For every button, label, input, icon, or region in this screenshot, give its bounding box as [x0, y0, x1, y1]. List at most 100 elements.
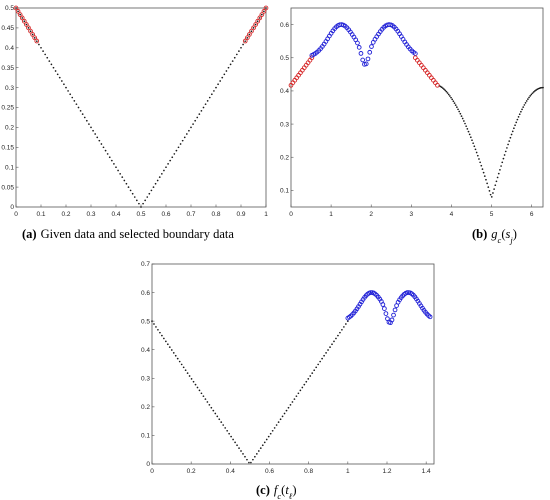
panel-c-data-point	[293, 398, 296, 400]
panel-c-data-point	[331, 343, 333, 346]
panel-a-data-point	[79, 109, 82, 112]
panel-a-data-point	[38, 43, 40, 46]
panel-a-data-point	[21, 17, 24, 19]
panel-a-marker-point	[17, 12, 23, 17]
panel-a-ytick-label: 0.5	[5, 5, 14, 12]
panel-b-xtick-label: 2	[369, 211, 373, 218]
panel-a-data-point	[229, 63, 232, 66]
panel-b-data-point	[479, 161, 481, 164]
panel-b-data-point	[503, 154, 506, 156]
panel-b-data-point	[525, 100, 528, 102]
panel-c-data-point	[236, 444, 238, 447]
panel-a-data-point	[135, 199, 138, 202]
panel-a-data-point	[65, 86, 67, 89]
panel-a-data-point	[60, 80, 63, 82]
panel-a-data-point	[106, 153, 109, 155]
panel-a-data-point	[204, 103, 207, 106]
panel-b-xtick-label: 0	[289, 211, 293, 218]
panel-a-data-point	[183, 136, 186, 139]
panel-a-data-point	[206, 100, 209, 102]
panel-a-marker-point	[255, 18, 261, 24]
panel-c-data-point	[311, 372, 314, 374]
panel-a-data-point	[121, 176, 124, 178]
panel-b-data-point	[469, 136, 472, 139]
panel-c-xtick-label: 1.2	[382, 468, 391, 475]
panel-a-data-point	[48, 60, 51, 62]
panel-b-data-point	[471, 139, 473, 142]
panel-c-data-point	[159, 331, 161, 334]
panel-c-data-point	[184, 369, 187, 372]
panel-c-data-point	[287, 406, 290, 409]
panel-a-data-point	[88, 123, 90, 125]
panel-c-data-point	[339, 331, 341, 334]
panel-a-data-point	[113, 163, 115, 165]
panel-c-data-point	[248, 461, 250, 464]
panel-c-ytick-label: 0.7	[141, 261, 150, 268]
panel-a-data-point	[144, 199, 147, 202]
panel-a-data-point	[215, 86, 217, 89]
panel-a-ytick-label: 0	[10, 204, 14, 211]
panel-a-data-point	[152, 186, 155, 188]
panel-c-label: (c)	[256, 483, 270, 497]
panel-b-marker-point	[365, 56, 371, 62]
panel-a-data-point	[15, 7, 17, 9]
panel-c-data-point	[325, 352, 327, 354]
panel-b-data-point	[531, 92, 534, 95]
panel-b-data-point	[482, 171, 485, 174]
panel-a: 0 0.1 0.2 0.3 0.4 0.5 0.6 0.7 0.8 0.9 1 0 0.05 0.1 0.1…	[1, 5, 269, 241]
panel-a-marker-point	[259, 12, 265, 17]
panel-c-data-point	[210, 406, 213, 409]
panel-b-data-point	[520, 110, 522, 113]
panel-a-data-point	[129, 189, 132, 192]
panel-c-data-point	[228, 432, 230, 435]
panel-a-data-point	[221, 76, 224, 79]
panel-a-marker-point	[34, 38, 40, 44]
panel-a-data-point	[194, 119, 197, 122]
panel-c-data-point	[202, 395, 205, 398]
panel-c-data-point	[222, 424, 225, 426]
panel-a-data-point	[104, 149, 107, 152]
panel-a-data-point	[248, 33, 251, 36]
panel-b-ytick-label: 0.2	[280, 154, 289, 161]
panel-a-data-point	[252, 27, 255, 29]
panel-b-data-point	[534, 90, 536, 92]
panel-b-marker-point	[355, 40, 360, 46]
panel-b-ytick-label: 0.4	[280, 88, 289, 95]
panel-c-data-point	[240, 450, 242, 452]
panel-a-data-point	[148, 192, 151, 195]
panel-a-ytick-label: 0.25	[1, 105, 14, 112]
panel-c-ytick-label: 0.1	[141, 433, 150, 440]
panel-c-data-point	[190, 378, 193, 380]
panel-a-data-point	[17, 10, 19, 13]
panel-a-xtick-label: 0.7	[186, 211, 195, 218]
panel-c-data-point	[182, 366, 185, 369]
panel-a-xtick-label: 0.1	[36, 211, 45, 218]
panel-a-ytick-label: 0.15	[1, 145, 14, 152]
panel-a-data-point	[100, 143, 103, 145]
panel-a-xtick-label: 0	[14, 211, 18, 218]
panel-b-data-point	[542, 86, 544, 89]
panel-c-data-point	[263, 441, 266, 444]
panel-b-data-point	[521, 108, 523, 111]
panel-a-data-point	[260, 13, 263, 16]
panel-a-data-point	[110, 159, 113, 162]
panel-c-data-point	[178, 360, 181, 363]
panel-c-data-point	[208, 403, 211, 406]
panel-a-data-point	[163, 169, 165, 172]
panel-a-data-point	[46, 56, 49, 59]
panel-c-marker-point	[404, 290, 410, 295]
panel-a-data-point	[58, 76, 61, 79]
panel-b-data-point	[530, 93, 533, 96]
panel-c-xtick-label: 0.6	[265, 468, 274, 475]
panel-a-data-point	[179, 143, 182, 145]
panel-c-data-point	[224, 427, 227, 429]
panel-a-marker-point	[263, 5, 269, 11]
panel-c-data-point	[327, 349, 329, 351]
panel-c-data-point	[204, 398, 207, 400]
panel-a-data-point	[198, 113, 201, 115]
panel-b-data-point	[511, 130, 514, 133]
panel-c-marker-point	[389, 317, 395, 323]
panel-c-data-point	[319, 360, 321, 363]
panel-c-data-point	[285, 409, 288, 412]
panel-c-data-point	[242, 453, 244, 455]
